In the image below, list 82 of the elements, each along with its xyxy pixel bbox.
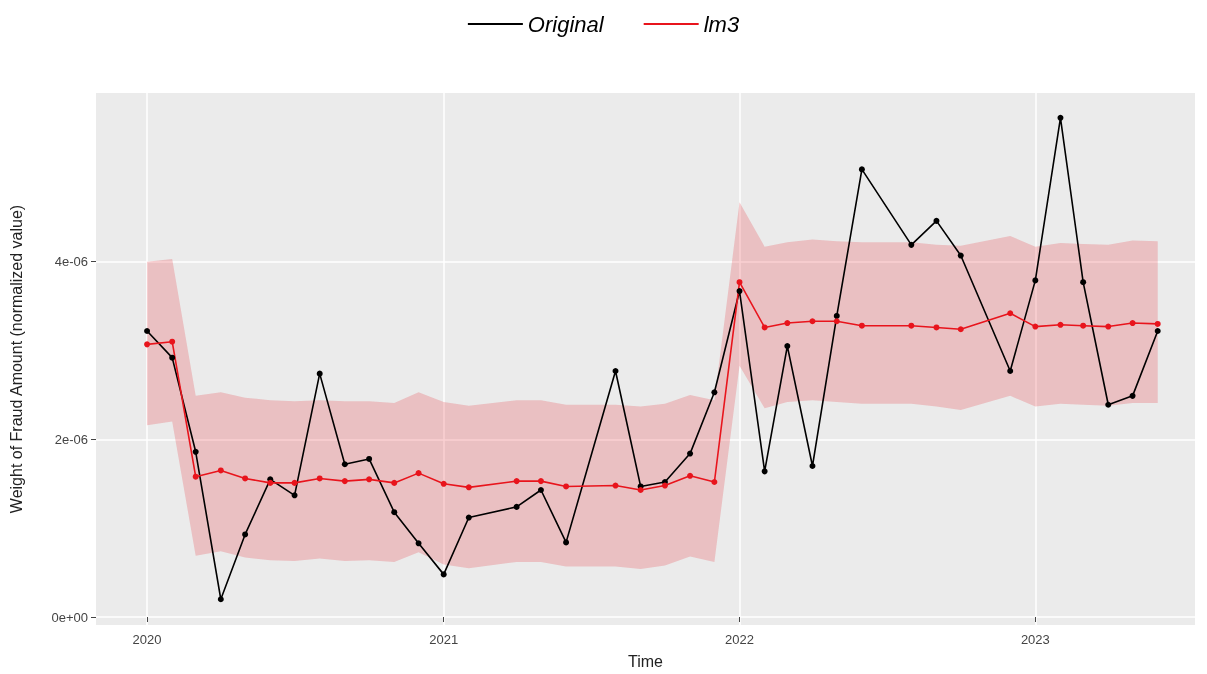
point — [1080, 322, 1087, 329]
point — [366, 455, 373, 462]
point — [711, 479, 718, 486]
point — [1080, 279, 1087, 286]
point — [465, 514, 472, 521]
point — [736, 279, 743, 286]
point — [1129, 320, 1136, 327]
point — [933, 217, 940, 224]
point — [316, 370, 323, 377]
point — [341, 478, 348, 485]
point — [217, 467, 224, 474]
point — [1129, 392, 1136, 399]
y-tick-label: 0e+00 — [51, 609, 88, 625]
y-tick-label: 4e-06 — [54, 254, 88, 270]
point — [217, 596, 224, 603]
point — [908, 241, 915, 248]
x-axis-title: Time — [628, 652, 664, 670]
point — [858, 166, 865, 173]
point — [784, 343, 791, 350]
point — [1032, 277, 1039, 284]
point — [784, 320, 791, 327]
point — [833, 312, 840, 319]
x-tick-label: 2023 — [1020, 632, 1050, 647]
point — [933, 324, 940, 331]
point — [736, 288, 743, 295]
point — [192, 473, 199, 480]
point — [687, 472, 694, 479]
point — [612, 482, 619, 489]
point — [858, 322, 865, 329]
point — [563, 483, 570, 490]
point — [242, 475, 249, 482]
point — [761, 324, 768, 331]
x-tick-label: 2022 — [725, 632, 754, 647]
point — [169, 338, 176, 345]
point — [957, 252, 964, 259]
legend-label: lm3 — [703, 11, 740, 37]
point — [687, 450, 694, 457]
point — [242, 531, 249, 538]
point — [144, 341, 151, 348]
legend-label: Original — [527, 11, 605, 37]
point — [563, 539, 570, 546]
point — [1007, 310, 1014, 317]
point — [1007, 367, 1014, 374]
point — [761, 468, 768, 475]
point — [341, 461, 348, 468]
point — [612, 367, 619, 374]
point — [537, 487, 544, 493]
point — [513, 478, 520, 485]
point — [809, 463, 816, 470]
point — [440, 480, 447, 487]
point — [192, 448, 199, 455]
point — [415, 470, 422, 477]
point — [711, 389, 718, 396]
point — [440, 571, 447, 578]
point — [465, 484, 472, 491]
point — [1154, 328, 1161, 335]
x-tick-label: 2021 — [429, 632, 459, 647]
point — [291, 479, 298, 486]
point — [291, 492, 298, 499]
point — [809, 318, 816, 325]
point — [957, 326, 964, 333]
point — [391, 479, 398, 486]
point — [1105, 401, 1112, 408]
point — [1057, 114, 1064, 121]
point — [366, 476, 373, 483]
point — [144, 328, 151, 335]
point — [513, 503, 520, 510]
point — [1154, 320, 1161, 327]
point — [537, 478, 544, 485]
point — [1105, 323, 1112, 330]
point — [661, 482, 668, 489]
point — [391, 509, 398, 516]
point — [1032, 323, 1039, 330]
point — [415, 540, 422, 547]
point — [908, 322, 915, 329]
x-tick-label: 2020 — [132, 632, 162, 647]
point — [1057, 321, 1064, 328]
point — [169, 354, 176, 361]
y-tick-label: 2e-06 — [54, 431, 88, 447]
point — [637, 487, 644, 493]
point — [833, 318, 840, 325]
y-axis-title: Weight of Fraud Amount (normalized value) — [7, 204, 25, 514]
